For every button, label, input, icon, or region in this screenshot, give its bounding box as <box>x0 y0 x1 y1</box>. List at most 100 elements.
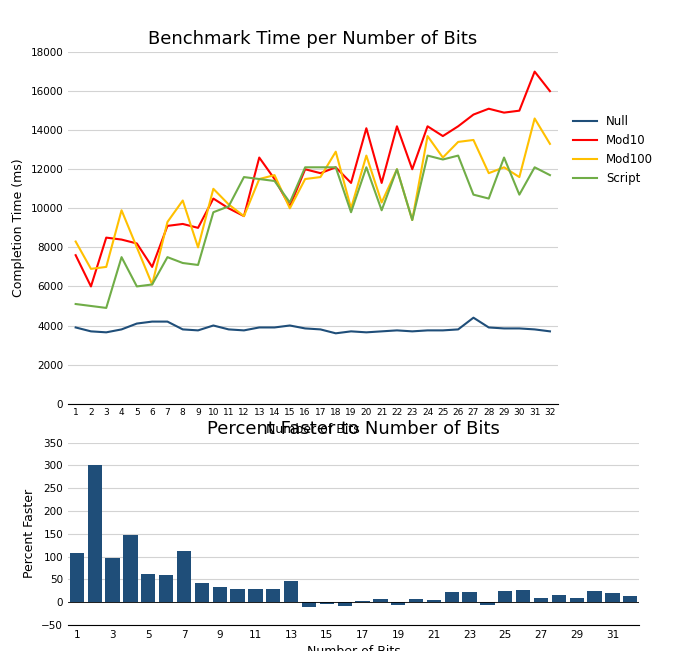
Null <box>332 329 340 337</box>
Mod100 <box>332 148 340 156</box>
Mod100 <box>286 204 294 212</box>
Mod10 <box>546 87 554 95</box>
Script <box>102 304 110 312</box>
Script <box>347 208 355 216</box>
Script <box>286 199 294 206</box>
Mod10 <box>87 283 95 290</box>
Script <box>209 208 218 216</box>
Mod10 <box>377 179 386 187</box>
Bar <box>194 583 209 602</box>
Mod10 <box>424 122 432 130</box>
Mod10 <box>408 165 416 173</box>
Mod100 <box>469 136 477 144</box>
Bar <box>373 600 388 602</box>
Null <box>439 327 447 335</box>
Mod100 <box>87 265 95 273</box>
Mod10 <box>362 124 371 132</box>
Mod10 <box>255 154 263 161</box>
Script <box>71 300 80 308</box>
Script <box>301 163 309 171</box>
Mod100 <box>71 238 80 245</box>
Mod100 <box>515 173 524 181</box>
Null <box>255 324 263 331</box>
Mod100 <box>118 206 126 214</box>
Mod10 <box>163 222 171 230</box>
Null <box>454 326 462 333</box>
Bar <box>623 596 637 602</box>
Bar <box>551 595 566 602</box>
Null <box>362 328 371 336</box>
Null <box>102 328 110 336</box>
Mod100 <box>485 169 493 177</box>
Mod100 <box>530 115 539 122</box>
Script <box>546 171 554 179</box>
Null <box>347 327 355 335</box>
Null <box>424 327 432 335</box>
Mod100 <box>179 197 187 204</box>
Mod100 <box>347 204 355 212</box>
Mod100 <box>316 173 324 181</box>
Null <box>286 322 294 329</box>
Mod10 <box>469 111 477 118</box>
Script <box>469 191 477 199</box>
Null <box>87 327 95 335</box>
Bar <box>159 575 173 602</box>
Mod100 <box>393 165 401 173</box>
Null <box>469 314 477 322</box>
Bar <box>70 553 84 602</box>
Mod100 <box>240 212 248 220</box>
Script <box>224 202 233 210</box>
Mod10 <box>393 122 401 130</box>
Null <box>209 322 218 329</box>
Script <box>255 175 263 183</box>
Mod100 <box>408 216 416 224</box>
Bar <box>570 598 584 602</box>
Null <box>163 318 171 326</box>
Mod10 <box>332 163 340 171</box>
Mod10 <box>209 195 218 202</box>
Script <box>530 163 539 171</box>
Bar <box>266 589 280 602</box>
Line: Null: Null <box>75 318 550 333</box>
Script <box>393 165 401 173</box>
Script <box>485 195 493 202</box>
Bar <box>427 600 441 602</box>
Bar <box>337 602 352 606</box>
Null <box>530 326 539 333</box>
Mod100 <box>148 281 156 288</box>
Bar <box>177 551 191 602</box>
Mod100 <box>255 175 263 183</box>
Bar <box>248 589 262 602</box>
Script <box>408 216 416 224</box>
Script <box>377 206 386 214</box>
Mod10 <box>224 204 233 212</box>
Script <box>454 152 462 159</box>
Mod10 <box>485 105 493 113</box>
Null <box>316 326 324 333</box>
Mod10 <box>500 109 508 117</box>
Null <box>377 327 386 335</box>
Bar <box>105 558 120 602</box>
Bar <box>445 592 459 602</box>
Null <box>179 326 187 333</box>
Null <box>71 324 80 331</box>
Null <box>485 324 493 331</box>
Mod10 <box>133 240 141 247</box>
Mod100 <box>133 243 141 251</box>
Line: Mod100: Mod100 <box>75 118 550 284</box>
Null <box>515 324 524 332</box>
Mod10 <box>316 169 324 177</box>
Null <box>148 318 156 326</box>
Mod10 <box>301 165 309 173</box>
Mod10 <box>454 122 462 130</box>
Null <box>224 326 233 333</box>
Script <box>148 281 156 288</box>
Bar <box>123 534 137 602</box>
Null <box>133 320 141 327</box>
Mod100 <box>362 152 371 159</box>
Bar <box>302 602 316 607</box>
Bar <box>213 587 227 602</box>
Mod10 <box>179 220 187 228</box>
Bar <box>88 465 102 602</box>
Mod10 <box>271 175 279 183</box>
